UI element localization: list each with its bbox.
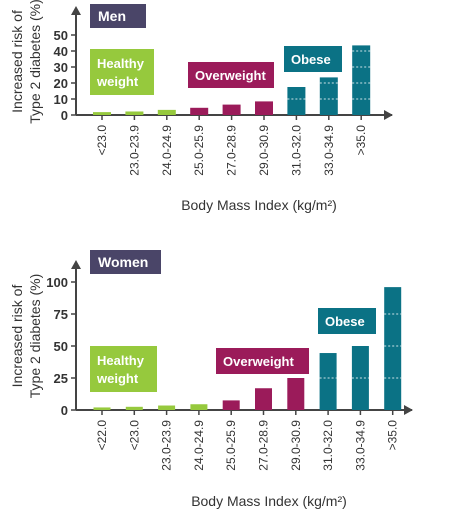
overweight-label-text: Overweight	[223, 354, 294, 369]
obese-label-text: Obese	[291, 52, 331, 67]
healthy-label-box	[90, 49, 154, 95]
x-tick-label: 24.0-24.9	[192, 420, 206, 471]
y-axis-label-line1: Increased risk of	[9, 285, 25, 388]
y-axis-label-line2: Type 2 diabetes (%)	[27, 274, 43, 399]
x-axis-label: Body Mass Index (kg/m²)	[191, 493, 347, 509]
bar	[319, 353, 337, 410]
healthy-label-text: weight	[96, 74, 139, 89]
bar	[93, 112, 111, 115]
y-axis-label-line1: Increased risk of	[9, 10, 25, 113]
x-tick-label: 29.0-30.9	[289, 420, 303, 471]
x-tick-label: 31.0-32.0	[289, 125, 303, 176]
x-tick-label: <23.0	[95, 125, 109, 156]
x-tick-label: 33.0-34.9	[353, 420, 367, 471]
x-tick-label: >35.0	[354, 125, 368, 156]
healthy-label-text: weight	[96, 371, 139, 386]
bar	[158, 405, 176, 410]
bar	[255, 388, 272, 410]
panel-label-box	[90, 4, 146, 28]
y-tick-label: 50	[54, 339, 68, 354]
panel-label: Men	[98, 8, 126, 24]
bar	[157, 109, 176, 115]
healthy-label-box	[90, 346, 157, 392]
bar	[352, 45, 371, 115]
bar	[222, 104, 241, 115]
x-tick-label: 23.0-23.9	[160, 420, 174, 471]
obese-label-text: Obese	[325, 314, 365, 329]
healthy-label-text: Healthy	[97, 56, 145, 71]
x-tick-label: <22.0	[95, 420, 109, 451]
bar	[287, 87, 306, 115]
x-tick-label: 27.0-28.9	[257, 420, 271, 471]
overweight-label-text: Overweight	[195, 68, 266, 83]
x-tick-label: 23.0-23.9	[127, 125, 141, 176]
bar	[319, 77, 338, 115]
y-tick-label: 10	[54, 92, 68, 107]
x-axis-label: Body Mass Index (kg/m²)	[181, 197, 337, 213]
bar	[255, 101, 273, 115]
x-tick-label: 24.0-24.9	[160, 125, 174, 176]
bar	[190, 107, 209, 115]
x-tick-label: 25.0-25.9	[224, 420, 238, 471]
y-axis-label-line2: Type 2 diabetes (%)	[27, 0, 43, 124]
bar	[125, 111, 144, 115]
x-tick-label: 31.0-32.0	[321, 420, 335, 471]
overweight-label-box	[216, 348, 309, 374]
bar	[287, 378, 305, 410]
bar	[125, 406, 143, 410]
x-tick-label: <23.0	[127, 420, 141, 451]
x-tick-label: 27.0-28.9	[225, 125, 239, 176]
obese-label-box	[318, 308, 376, 334]
y-axis-arrow	[71, 260, 81, 269]
chart-panel-women: Women Increased risk of Type 2 diabetes (%…	[9, 250, 413, 509]
healthy-label-text: Healthy	[97, 353, 145, 368]
y-tick-label: 0	[61, 403, 68, 418]
x-tick-label: 29.0-30.9	[257, 125, 271, 176]
y-axis-arrow	[71, 6, 81, 15]
y-tick-label: 25	[54, 371, 68, 386]
y-tick-label: 20	[54, 76, 68, 91]
bar	[222, 400, 240, 410]
panel-label-box	[90, 250, 161, 274]
x-tick-label: >35.0	[386, 420, 400, 451]
x-axis-arrow	[404, 405, 413, 415]
obese-label-box	[284, 46, 342, 72]
y-tick-label: 30	[54, 60, 68, 75]
y-tick-label: 50	[54, 28, 68, 43]
chart-panel-men: Men Increased risk of Type 2 diabetes (%) 0…	[9, 0, 393, 213]
x-tick-label: 33.0-34.9	[322, 125, 336, 176]
y-tick-label: 100	[46, 275, 68, 290]
panel-label: Women	[98, 254, 148, 270]
y-tick-label: 0	[61, 108, 68, 123]
bar	[384, 287, 402, 410]
x-axis-arrow	[384, 110, 393, 120]
x-tick-label: 25.0-25.9	[192, 125, 206, 176]
bar	[93, 407, 111, 410]
bar	[190, 404, 208, 410]
y-tick-label: 75	[54, 307, 68, 322]
y-tick-label: 40	[54, 44, 68, 59]
overweight-label-box	[188, 62, 274, 88]
